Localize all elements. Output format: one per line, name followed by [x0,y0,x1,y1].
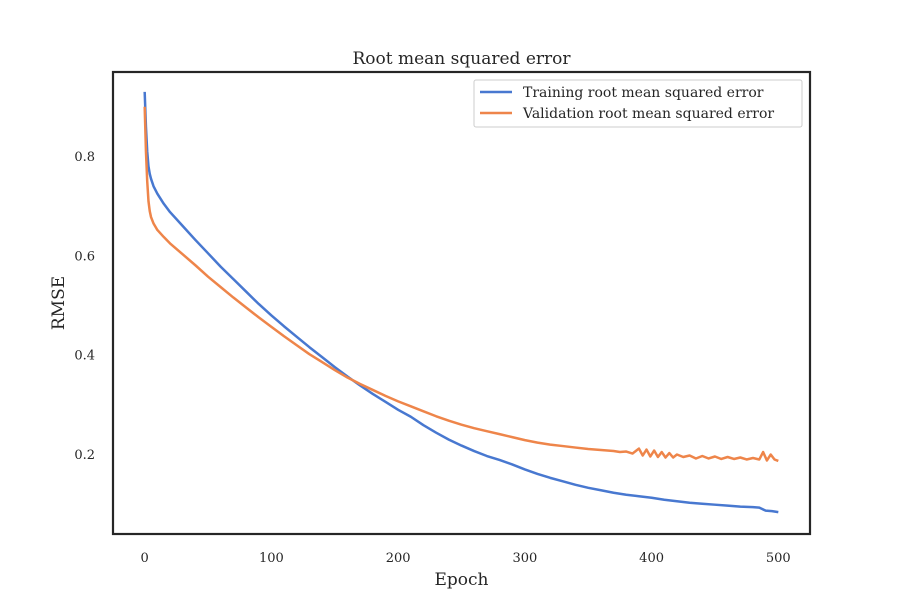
series-line-validation [143,106,779,463]
legend-label-validation: Validation root mean squared error [522,106,774,122]
y-tick-label: 0.8 [74,150,95,165]
series-line-training [143,91,779,514]
y-axis-ticks: 0.2 0.4 0.6 0.8 [74,150,95,463]
y-tick-label: 0.4 [74,349,95,364]
x-tick-label: 100 [259,551,284,566]
x-tick-label: 500 [766,551,791,566]
chart-title: Root mean squared error [352,49,571,69]
x-tick-label: 0 [141,551,149,566]
x-tick-label: 200 [386,551,411,566]
x-tick-label: 300 [512,551,537,566]
legend-label-training: Training root mean squared error [523,85,764,101]
y-axis-label: RMSE [49,276,69,330]
legend: Training root mean squared error Validat… [473,79,803,128]
plot-frame [111,70,812,536]
series-layer [143,91,779,514]
x-axis-label: Epoch [435,570,489,590]
x-axis-ticks: 0 100 200 300 400 500 [141,551,791,566]
legend-box [473,79,803,128]
y-tick-label: 0.6 [74,249,95,264]
x-tick-label: 400 [639,551,664,566]
y-tick-label: 0.2 [74,448,95,463]
